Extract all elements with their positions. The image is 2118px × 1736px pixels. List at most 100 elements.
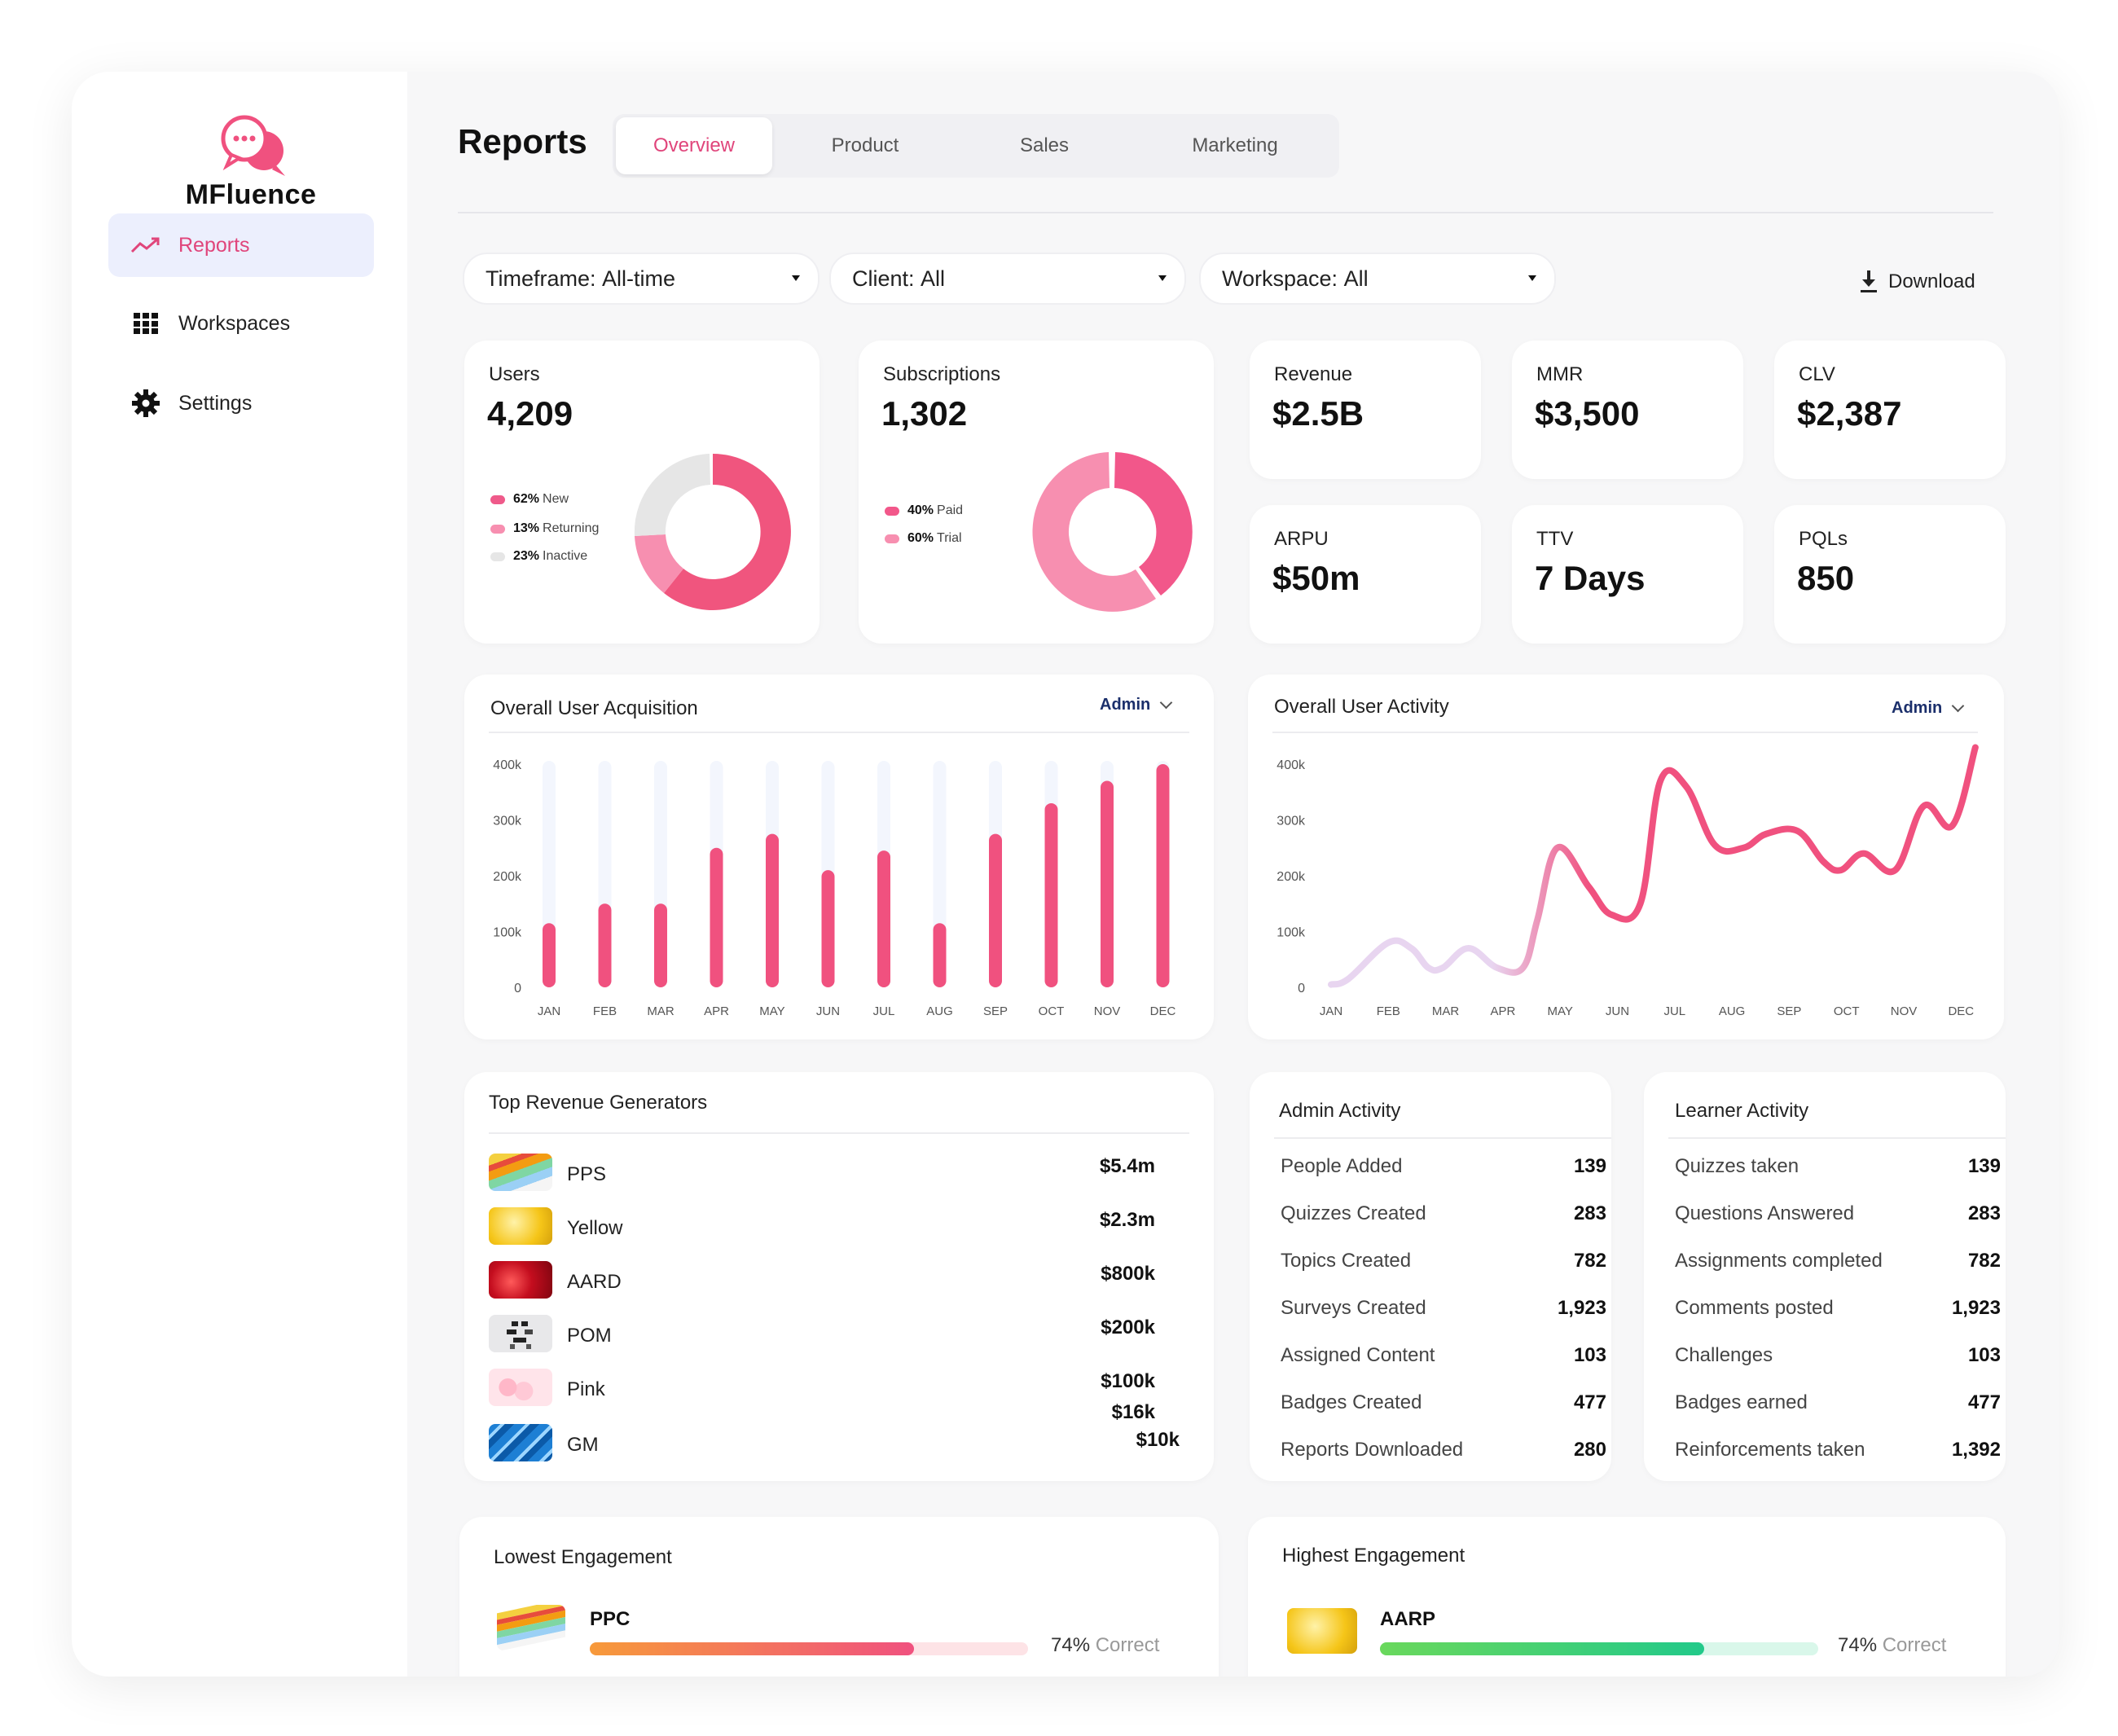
activity-row: Quizzes taken 139: [1675, 1155, 2001, 1177]
activity-row: Assignments completed 782: [1675, 1250, 2001, 1272]
panel-divider: [1272, 732, 1978, 733]
bar: [1156, 764, 1170, 987]
admin-dropdown[interactable]: Admin: [1100, 696, 1173, 714]
tab-product[interactable]: Product: [831, 134, 899, 156]
filter-label: Client:: [852, 266, 915, 291]
subscriptions-value: 1,302: [881, 394, 968, 433]
y-tick-label: 300k: [1277, 815, 1306, 828]
bar: [933, 923, 947, 987]
x-tick-label: NOV: [1094, 1004, 1121, 1018]
dropdown-value: Admin: [1892, 699, 1943, 717]
metric-label: CLV: [1799, 363, 1835, 385]
engagement-progress-fill: [1380, 1642, 1705, 1655]
tab-overview[interactable]: Overview: [616, 117, 772, 174]
filter-value: All: [1343, 266, 1369, 291]
x-tick-label: MAR: [647, 1004, 675, 1018]
engagement-item-name: AARP: [1380, 1608, 1436, 1630]
sidebar-item-settings[interactable]: Settings: [108, 371, 374, 435]
metric-label: PQLs: [1799, 528, 1848, 550]
x-tick-label: JAN: [538, 1004, 560, 1018]
activity-row: Reports Downloaded 280: [1281, 1439, 1606, 1461]
x-tick-label: MAY: [759, 1004, 784, 1018]
panel-divider: [1668, 1137, 2006, 1139]
caret-down-icon: [1158, 275, 1167, 281]
bar: [1101, 780, 1114, 987]
list-item[interactable]: AARD $800k: [489, 1261, 1189, 1302]
x-tick-label: OCT: [1834, 1004, 1860, 1018]
list-item[interactable]: POM $200k: [489, 1315, 1189, 1356]
list-item[interactable]: GM $16k: [489, 1401, 1189, 1465]
trend-up-icon: [130, 229, 162, 261]
list-item[interactable]: PPS $5.4m: [489, 1154, 1189, 1194]
y-tick-label: 200k: [493, 870, 522, 884]
x-tick-label: JUN: [1606, 1004, 1629, 1018]
users-label: Users: [489, 363, 540, 385]
metric-value: $50m: [1272, 559, 1360, 597]
panel-divider: [489, 1132, 1189, 1134]
download-button[interactable]: Download: [1859, 270, 1975, 293]
activity-row: Topics Created 782: [1281, 1250, 1606, 1272]
pink-image: [489, 1369, 552, 1406]
bar: [877, 850, 890, 987]
panel-title: Overall User Acquisition: [490, 697, 698, 719]
panel-title: Top Revenue Generators: [489, 1092, 708, 1114]
panel-divider: [489, 732, 1189, 733]
gear-icon: [130, 387, 162, 420]
x-tick-label: JUL: [1663, 1004, 1685, 1018]
revenue-item-name: POM: [567, 1325, 612, 1347]
metric-value: $3,500: [1535, 394, 1640, 433]
app-name: MFluence: [185, 179, 317, 210]
panel-title: Lowest Engagement: [494, 1546, 672, 1568]
timeframe-filter[interactable]: Timeframe: All-time: [463, 253, 820, 305]
list-item[interactable]: Pink $100k: [489, 1369, 1189, 1409]
y-tick-label: 0: [1298, 982, 1305, 995]
x-tick-label: SEP: [1777, 1004, 1801, 1018]
main-content: Reports Overview Product Sales Marketing…: [407, 72, 2059, 1677]
yellow-image: [489, 1207, 552, 1245]
arpu-card: ARPU $50m: [1250, 505, 1481, 644]
top-revenue-card: Top Revenue Generators PPS $5.4m Yellow …: [464, 1072, 1214, 1481]
bar: [543, 923, 556, 987]
revenue-item-value: $16k: [1111, 1401, 1155, 1423]
blue-image: [489, 1424, 552, 1461]
chevron-down-icon: [1159, 696, 1173, 710]
revenue-item-name: PPS: [567, 1163, 607, 1185]
subscriptions-card: Subscriptions 1,302 40% Paid 60% Trial: [859, 341, 1214, 644]
client-filter[interactable]: Client: All: [829, 253, 1186, 305]
revenue-item-name: GM: [567, 1434, 599, 1456]
y-tick-label: 200k: [1277, 870, 1306, 884]
header-divider: [458, 212, 1993, 213]
workspace-filter[interactable]: Workspace: All: [1199, 253, 1556, 305]
sidebar-item-workspaces[interactable]: Workspaces: [108, 292, 374, 355]
users-donut-chart: [634, 454, 791, 610]
activity-line-series: [1328, 744, 1979, 988]
pixel-image: [489, 1315, 552, 1352]
panel-title: Overall User Activity: [1274, 696, 1449, 718]
tab-sales[interactable]: Sales: [1019, 134, 1070, 156]
x-tick-label: NOV: [1891, 1004, 1918, 1018]
app-logo[interactable]: MFluence: [153, 98, 349, 210]
bar: [1044, 802, 1058, 987]
metric-label: MMR: [1536, 363, 1584, 385]
activity-row: Surveys Created 1,923: [1281, 1297, 1606, 1319]
panel-title: Learner Activity: [1675, 1100, 1809, 1122]
admin-dropdown[interactable]: Admin: [1892, 699, 1965, 718]
users-card: Users 4,209 62% New 13% Returning 23% Inact…: [464, 341, 820, 644]
metric-label: ARPU: [1274, 528, 1329, 550]
stripes-image: [489, 1154, 552, 1191]
tab-marketing[interactable]: Marketing: [1192, 134, 1278, 156]
sidebar-item-reports[interactable]: Reports: [108, 213, 374, 277]
panel-divider: [1274, 1137, 1611, 1139]
metric-value: 7 Days: [1535, 559, 1646, 597]
user-activity-card: Overall User Activity Admin 400k 300k 200k…: [1248, 675, 2004, 1039]
metric-value: $2.5B: [1272, 394, 1364, 433]
pqls-card: PQLs 850: [1774, 505, 2006, 644]
lowest-engagement-card: Lowest Engagement PPC 74% Correct: [459, 1517, 1219, 1677]
learner-activity-card: Learner Activity Quizzes taken 139 Questi…: [1644, 1072, 2006, 1481]
activity-row: Assigned Content 103: [1281, 1344, 1606, 1366]
user-acquisition-card: Overall User Acquisition Admin 400k 300k 2…: [464, 675, 1214, 1039]
x-tick-label: AUG: [1719, 1004, 1746, 1018]
chevron-down-icon: [1951, 699, 1965, 713]
list-item[interactable]: Yellow $2.3m: [489, 1207, 1189, 1248]
engagement-percent: 74% Correct: [1051, 1634, 1160, 1656]
